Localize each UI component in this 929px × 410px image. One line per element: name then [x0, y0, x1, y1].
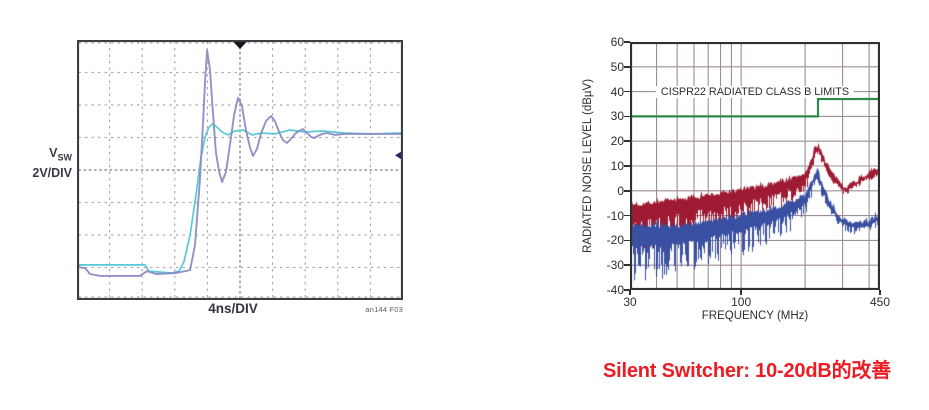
emc-y-tick-label: -40 — [606, 283, 624, 297]
emc-y-tick-label: 20 — [610, 134, 624, 149]
emc-y-tick-label: 40 — [610, 84, 624, 99]
scope-figure-number: an144 F03 — [365, 305, 403, 314]
emc-y-tick-mark — [624, 214, 630, 217]
emc-y-tick-label: -10 — [606, 208, 624, 223]
scope-volts-per-div: 2V/DIV — [32, 165, 72, 180]
emc-noise-traces — [630, 42, 880, 290]
emc-y-tick-label: -30 — [606, 258, 624, 273]
emc-y-tick-label: 0 — [617, 183, 624, 198]
scope-border — [77, 40, 403, 300]
oscilloscope-plot — [77, 40, 403, 300]
ringing-trace — [77, 49, 403, 277]
cispr-limit-label: CISPR22 RADIATED CLASS B LIMITS — [655, 85, 855, 98]
emc-y-tick-mark — [624, 41, 630, 43]
emc-y-tick-label: 50 — [610, 59, 624, 74]
scope-signal-name: VSW — [49, 146, 72, 163]
scope-timebase-label: 4ns/DIV — [208, 301, 258, 316]
emc-x-tick-mark — [740, 290, 742, 295]
emc-y-tick-mark — [624, 239, 630, 242]
emc-x-tick-label: 100 — [731, 295, 752, 309]
emc-y-tick-label: 10 — [610, 159, 624, 173]
scope-y-axis-label: VSW 2V/DIV — [14, 146, 72, 181]
emc-x-tick-label: 30 — [623, 295, 637, 309]
emc-y-tick-label: 30 — [610, 109, 624, 124]
emc-y-tick-label: -20 — [606, 233, 624, 248]
emc-y-tick-mark — [624, 115, 630, 118]
caption-text: Silent Switcher: 10-20dB的改善 — [603, 360, 891, 382]
emc-y-tick-mark — [624, 140, 630, 142]
emc-y-tick-mark — [624, 90, 630, 93]
emc-y-tick-mark — [624, 66, 630, 68]
emc-y-tick-mark — [624, 264, 630, 266]
emc-x-axis-title: FREQUENCY (MHz) — [701, 310, 809, 322]
emc-x-tick-mark — [629, 290, 631, 295]
emc-x-tick-label: 450 — [869, 295, 891, 309]
trigger-marker-icon — [233, 41, 247, 49]
emc-x-tick-mark — [879, 290, 881, 295]
emc-y-tick-mark — [624, 190, 630, 192]
emc-y-tick-label: 60 — [610, 35, 624, 49]
emc-y-tick-mark — [624, 289, 630, 291]
emc-y-tick-mark — [624, 165, 630, 167]
